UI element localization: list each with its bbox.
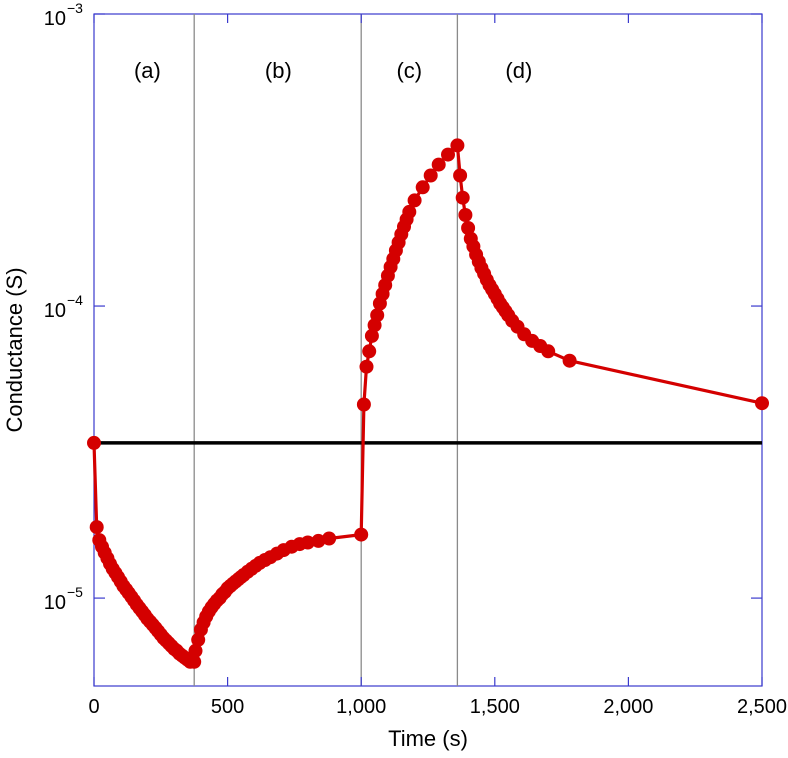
- data-point: [87, 435, 101, 450]
- y-tick-base: 10: [44, 300, 66, 322]
- region-boundaries: [193, 14, 459, 686]
- data-point: [187, 654, 202, 669]
- data-point: [423, 168, 438, 183]
- region-label: (b): [265, 58, 292, 83]
- region-label: (d): [505, 58, 532, 83]
- y-axis-title: Conductance (S): [2, 267, 27, 432]
- data-point: [450, 138, 465, 153]
- y-tick-label: 10 −3: [44, 0, 83, 30]
- x-tick-label: 2,500: [737, 696, 787, 718]
- data-point: [311, 533, 326, 548]
- y-tick-label: 10 −4: [44, 292, 83, 322]
- data-point: [322, 531, 337, 546]
- region-label: (c): [396, 58, 422, 83]
- x-tick-label: 0: [88, 696, 99, 718]
- x-axis-title: Time (s): [388, 726, 468, 751]
- plot-frame: [93, 13, 763, 687]
- data-point: [370, 308, 385, 323]
- data-point: [407, 193, 422, 208]
- data-point: [359, 359, 374, 374]
- data-point: [354, 527, 369, 542]
- data-point: [362, 344, 377, 359]
- data-point: [458, 208, 473, 222]
- data-point: [89, 520, 104, 535]
- data-point: [441, 147, 455, 162]
- data-point: [431, 157, 446, 172]
- data-point: [356, 397, 371, 412]
- series-layer: [87, 138, 769, 669]
- data-point: [402, 204, 417, 219]
- data-point: [541, 344, 556, 359]
- y-tick-label: 10 −5: [44, 584, 83, 614]
- x-tick-label: 1,500: [470, 696, 520, 718]
- y-tick-base: 10: [44, 8, 66, 30]
- region-labels: (a) (b) (c) (d): [134, 58, 532, 83]
- data-point: [755, 396, 769, 411]
- data-point: [461, 221, 476, 235]
- data-point: [453, 168, 468, 183]
- data-point: [415, 180, 430, 195]
- x-tick-label: 1,000: [336, 696, 386, 718]
- y-tick-base: 10: [44, 592, 66, 614]
- y-axis: 10−510−410−3: [44, 0, 762, 614]
- data-point: [364, 328, 379, 343]
- x-axis: 0 500 1,000 1,500 2,000 2,500: [88, 14, 787, 718]
- x-tick-label: 500: [211, 696, 244, 718]
- y-tick-exponent: −3: [67, 0, 83, 16]
- y-tick-exponent: −4: [67, 292, 83, 308]
- data-point: [188, 643, 203, 658]
- data-point: [300, 535, 315, 550]
- y-tick-exponent: −5: [67, 584, 83, 600]
- data-point: [455, 190, 470, 205]
- region-label: (a): [134, 58, 161, 83]
- data-point: [562, 353, 577, 368]
- x-tick-label: 2,000: [603, 696, 653, 718]
